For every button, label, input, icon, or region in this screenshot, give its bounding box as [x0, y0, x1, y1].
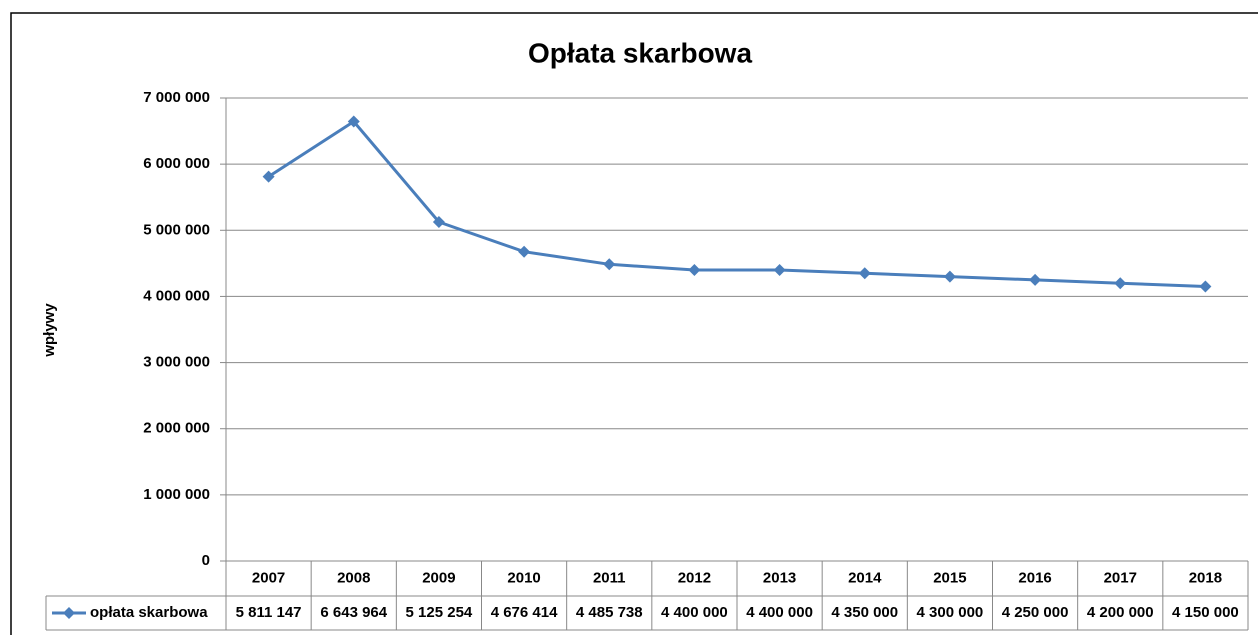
table-value: 4 400 000: [746, 604, 813, 621]
y-tick-label: 6 000 000: [143, 155, 210, 172]
table-value: 4 250 000: [1002, 604, 1069, 621]
marker: [858, 267, 871, 280]
marker: [773, 263, 786, 276]
marker: [1029, 273, 1042, 286]
y-tick-label: 4 000 000: [143, 287, 210, 304]
marker: [688, 263, 701, 276]
marker: [262, 170, 275, 183]
y-tick-label: 1 000 000: [143, 486, 210, 503]
x-tick-label: 2014: [848, 569, 882, 586]
x-tick-label: 2007: [252, 569, 285, 586]
table-value: 6 643 964: [320, 604, 387, 621]
y-tick-label: 7 000 000: [143, 89, 210, 106]
table-value: 4 150 000: [1172, 604, 1239, 621]
x-tick-label: 2011: [593, 569, 626, 586]
table-value: 4 676 414: [491, 604, 558, 621]
y-axis-label: wpływy: [41, 303, 58, 358]
marker: [432, 216, 445, 229]
marker: [347, 115, 360, 128]
x-tick-label: 2013: [763, 569, 796, 586]
marker: [1114, 277, 1127, 290]
table-value: 4 350 000: [831, 604, 898, 621]
y-tick-label: 3 000 000: [143, 354, 210, 371]
table-value: 4 400 000: [661, 604, 728, 621]
x-tick-label: 2016: [1018, 569, 1051, 586]
marker: [603, 258, 616, 271]
x-tick-label: 2009: [422, 569, 455, 586]
legend-label: opłata skarbowa: [90, 604, 208, 621]
chart-frame: [10, 12, 1258, 635]
table-value: 4 485 738: [576, 604, 643, 621]
x-tick-label: 2015: [933, 569, 966, 586]
x-tick-label: 2012: [678, 569, 711, 586]
x-tick-label: 2017: [1104, 569, 1137, 586]
x-tick-label: 2018: [1189, 569, 1222, 586]
y-tick-label: 2 000 000: [143, 420, 210, 437]
table-value: 5 125 254: [406, 604, 473, 621]
marker: [943, 270, 956, 283]
legend-marker: [63, 607, 75, 619]
table-value: 4 200 000: [1087, 604, 1154, 621]
chart-title: Opłata skarbowa: [528, 37, 753, 68]
table-value: 5 811 147: [236, 604, 302, 621]
series-line: [267, 119, 1206, 289]
marker: [1199, 280, 1212, 293]
x-tick-label: 2008: [337, 569, 370, 586]
y-tick-label: 0: [202, 552, 210, 569]
x-tick-label: 2010: [507, 569, 540, 586]
y-tick-label: 5 000 000: [143, 221, 210, 238]
marker: [518, 245, 531, 258]
table-value: 4 300 000: [917, 604, 984, 621]
